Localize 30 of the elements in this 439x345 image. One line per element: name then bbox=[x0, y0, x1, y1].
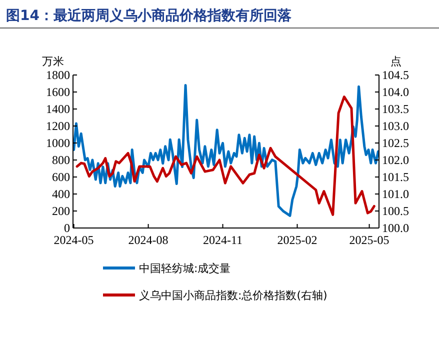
y2-tick-label: 103.0 bbox=[382, 119, 409, 134]
y2-axis-title: 点 bbox=[390, 55, 402, 68]
y-tick-label: 200 bbox=[52, 204, 70, 218]
y-tick-label: 1000 bbox=[46, 136, 70, 150]
x-tick-label: 2025-05 bbox=[349, 233, 390, 247]
x-tick-label: 2024-08 bbox=[128, 233, 168, 247]
y2-tick-label: 100.0 bbox=[382, 221, 409, 236]
y2-tick-label: 102.0 bbox=[382, 153, 409, 168]
y-tick-label: 1600 bbox=[46, 85, 70, 100]
y-tick-label: 800 bbox=[52, 153, 70, 168]
y2-tick-label: 101.0 bbox=[382, 187, 409, 202]
x-tick-label: 2024-05 bbox=[54, 233, 94, 247]
y2-tick-label: 101.5 bbox=[382, 170, 409, 184]
legend-label: 中国轻纺城:成交量 bbox=[139, 262, 231, 275]
y-tick-label: 1400 bbox=[46, 102, 70, 116]
y-tick-label: 1200 bbox=[46, 119, 70, 134]
y2-tick-label: 102.5 bbox=[382, 136, 409, 150]
x-tick-label: 2024-11 bbox=[202, 233, 243, 247]
x-tick-label: 2025-02 bbox=[277, 233, 318, 247]
y-tick-label: 0 bbox=[64, 221, 70, 236]
y2-tick-label: 104.0 bbox=[382, 85, 409, 100]
y2-tick-label: 104.5 bbox=[382, 68, 409, 82]
y-tick-label: 600 bbox=[52, 170, 70, 184]
y2-tick-label: 103.5 bbox=[382, 102, 409, 116]
y-tick-label: 400 bbox=[52, 187, 70, 202]
y2-tick-label: 100.5 bbox=[382, 204, 409, 218]
chart-title: 图14：最近两周义乌小商品价格指数有所回落 bbox=[6, 7, 292, 24]
legend-label: 义乌中国小商品指数:总价格指数(右轴) bbox=[139, 288, 328, 302]
y-tick-label: 1800 bbox=[46, 68, 70, 82]
y-axis-title: 万米 bbox=[42, 55, 64, 68]
